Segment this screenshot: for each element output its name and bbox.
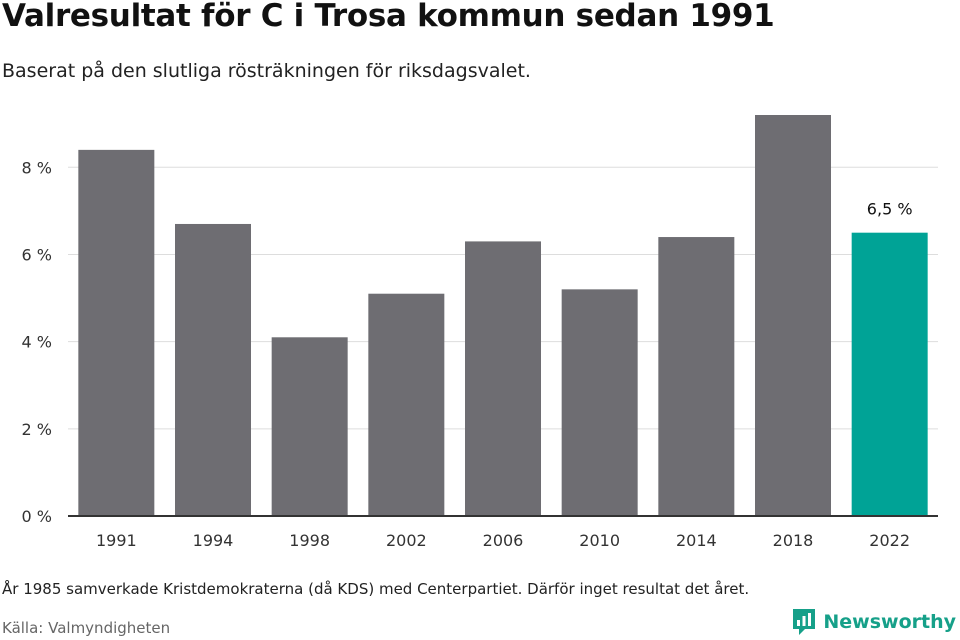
chart-subtitle: Baserat på den slutliga rösträkningen fö…: [2, 60, 531, 82]
x-tick-label: 2006: [483, 531, 524, 550]
bar-2006: [465, 241, 541, 517]
x-tick-label: 2022: [869, 531, 910, 550]
x-tick-label: 1994: [193, 531, 234, 550]
footnote: År 1985 samverkade Kristdemokraterna (då…: [2, 580, 750, 598]
y-tick-label: 4 %: [22, 333, 52, 352]
x-axis-labels: 1991 1994 1998 2002 2006 2010 2014 2018 2022: [96, 531, 910, 550]
bar-2010: [561, 289, 638, 516]
bar-1994: [175, 223, 251, 516]
x-tick-label: 1991: [96, 531, 137, 550]
x-tick-label: 2014: [676, 531, 717, 550]
bar-2018: [755, 115, 831, 516]
x-tick-label: 2018: [773, 531, 814, 550]
brand-logo: Newsworthy: [791, 607, 956, 637]
source-credit: Källa: Valmyndigheten: [2, 619, 171, 637]
chart-title: Valresultat för C i Trosa kommun sedan 1…: [2, 0, 775, 34]
y-axis-labels: 0 % 2 % 4 % 6 % 8 %: [22, 158, 52, 526]
bar-2022: [851, 232, 928, 516]
bar-1991: [78, 149, 155, 516]
y-tick-label: 6 %: [22, 245, 52, 264]
y-tick-label: 8 %: [22, 158, 52, 177]
y-tick-label: 0 %: [22, 507, 52, 526]
bar-2002: [368, 293, 445, 516]
x-tick-label: 1998: [289, 531, 330, 550]
bars: 6,5 %: [78, 115, 928, 517]
x-tick-label: 2002: [386, 531, 427, 550]
y-tick-label: 2 %: [22, 420, 52, 439]
bar-chart: 0 % 2 % 4 % 6 % 8 % 6,5 % 1991 1994 1998 2002 20…: [22, 115, 938, 550]
bar-2014: [658, 237, 735, 517]
brand-name: Newsworthy: [823, 611, 956, 633]
bar-value-label: 6,5 %: [867, 200, 913, 219]
newsworthy-logo-icon: [793, 609, 816, 635]
x-tick-label: 2010: [579, 531, 620, 550]
bar-1998: [271, 337, 348, 516]
